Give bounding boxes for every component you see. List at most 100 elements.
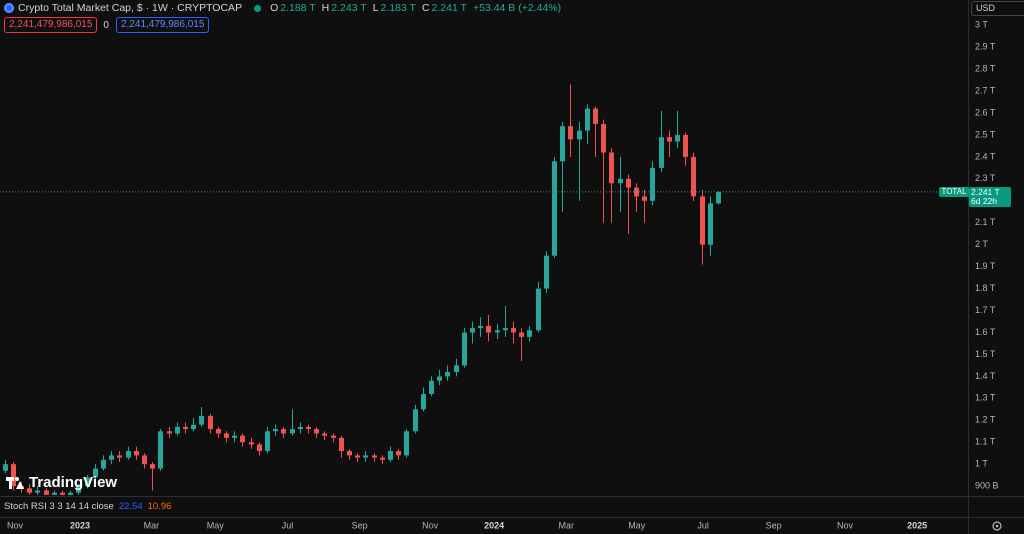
x-tick-label: May <box>207 520 225 530</box>
candle-body <box>199 415 204 425</box>
candle-body <box>618 178 623 184</box>
x-tick-label: Jul <box>282 520 294 530</box>
x-tick-label: Jul <box>697 520 709 530</box>
symbol-title[interactable]: Crypto Total Market Cap, $ · 1W · CRYPTO… <box>18 2 243 14</box>
candle-body <box>355 455 360 458</box>
candle-body <box>421 393 426 410</box>
indicator-name[interactable]: Stoch RSI 3 3 14 14 close <box>4 501 114 512</box>
candle-body <box>650 167 655 201</box>
candle-body <box>716 191 721 204</box>
settings-icon-core <box>995 524 999 528</box>
candle-body <box>691 156 696 197</box>
candle-body <box>577 130 582 140</box>
x-tick-label: 2024 <box>484 520 504 530</box>
spread: 0 <box>103 19 109 31</box>
candle-body <box>322 433 327 436</box>
candle-body <box>68 492 73 495</box>
candle-body <box>404 431 409 456</box>
candle-body <box>27 488 32 493</box>
candle-body <box>117 455 122 458</box>
x-tick-label: Sep <box>352 520 368 530</box>
symbol-icon <box>4 3 14 13</box>
candle-body <box>3 464 8 471</box>
candle-body <box>232 435 237 438</box>
y-tick-label: 1.4 T <box>975 371 996 381</box>
candle-body <box>626 178 631 188</box>
x-tick-label: Nov <box>7 520 24 530</box>
y-tick-label: 2.3 T <box>975 173 996 183</box>
ohlc-value: 2.243 T <box>331 2 367 14</box>
candle-body <box>339 437 344 452</box>
candle-body <box>593 108 598 124</box>
candle-body <box>568 126 573 140</box>
candle-body <box>503 328 508 331</box>
candle-body <box>60 492 65 495</box>
y-tick-label: 900 B <box>975 480 999 490</box>
candle-body <box>265 431 270 452</box>
market-status <box>254 4 262 12</box>
y-tick-label: 2.1 T <box>975 217 996 227</box>
candle-body <box>191 424 196 430</box>
candle-body <box>511 328 516 333</box>
price-tag-price: 2.241 T <box>971 186 1000 197</box>
logo-text: TradingView <box>29 474 118 491</box>
candle-body <box>519 332 524 337</box>
settings-icon[interactable] <box>992 521 1002 531</box>
currency-selector[interactable]: USD <box>971 1 1024 16</box>
candle-body <box>142 455 147 465</box>
candle-body <box>76 486 81 493</box>
x-tick-label: Nov <box>422 520 439 530</box>
price-tag-countdown: 6d 22h <box>971 195 997 206</box>
candle-body <box>478 325 483 329</box>
candle-body <box>240 435 245 443</box>
y-tick-label: 1.5 T <box>975 349 996 359</box>
candle-body <box>388 451 393 460</box>
candle-body <box>44 490 49 495</box>
buy-button[interactable]: 2,241,479,986,015 <box>115 17 210 33</box>
trade-buttons: 2,241,479,986,015 0 2,241,479,986,015 <box>4 17 210 33</box>
candle-body <box>257 444 262 452</box>
candle-body <box>536 288 541 331</box>
candle-body <box>126 451 131 458</box>
plot-area <box>0 84 968 495</box>
y-tick-label: 1.1 T <box>975 437 996 447</box>
sell-button[interactable]: 2,241,479,986,015 <box>4 17 98 33</box>
candle-body <box>396 451 401 456</box>
y-tick-label: 1.2 T <box>975 415 996 425</box>
ohlc-value: 2.188 T <box>280 2 316 14</box>
y-tick-label: 1.3 T <box>975 393 996 403</box>
candle-body <box>273 429 278 432</box>
candle-body <box>527 330 532 337</box>
candle-body <box>35 490 40 493</box>
candle-body <box>445 372 450 377</box>
ohlc-key: L <box>372 2 379 14</box>
candle-body <box>52 492 57 495</box>
candle-body <box>585 108 590 131</box>
y-tick-label: 1 T <box>975 459 988 469</box>
candle-body <box>216 429 221 434</box>
candle-body <box>224 433 229 438</box>
candle-body <box>167 431 172 434</box>
candle-body <box>372 455 377 458</box>
candle-body <box>93 468 98 478</box>
candle-body <box>683 134 688 157</box>
y-tick-label: 1.7 T <box>975 305 996 315</box>
y-tick-label: 2.7 T <box>975 85 996 95</box>
candle-body <box>470 328 475 333</box>
y-tick-label: 2.8 T <box>975 64 996 74</box>
candle-body <box>183 426 188 430</box>
candle-body <box>454 365 459 372</box>
indicator-d: 10.96 <box>147 501 172 512</box>
candle-body <box>609 152 614 184</box>
candle-body <box>700 196 705 245</box>
candle-body <box>675 134 680 142</box>
ohlc-key: C <box>421 2 430 14</box>
candle-body <box>667 137 672 142</box>
indicator-legend: Stoch RSI 3 3 14 14 close 22.54 10.96 <box>4 501 171 512</box>
logo-mark <box>6 476 24 489</box>
candle-body <box>708 203 713 245</box>
candle-body <box>601 124 606 153</box>
candle-body <box>150 464 155 469</box>
x-tick-label: May <box>628 520 646 530</box>
